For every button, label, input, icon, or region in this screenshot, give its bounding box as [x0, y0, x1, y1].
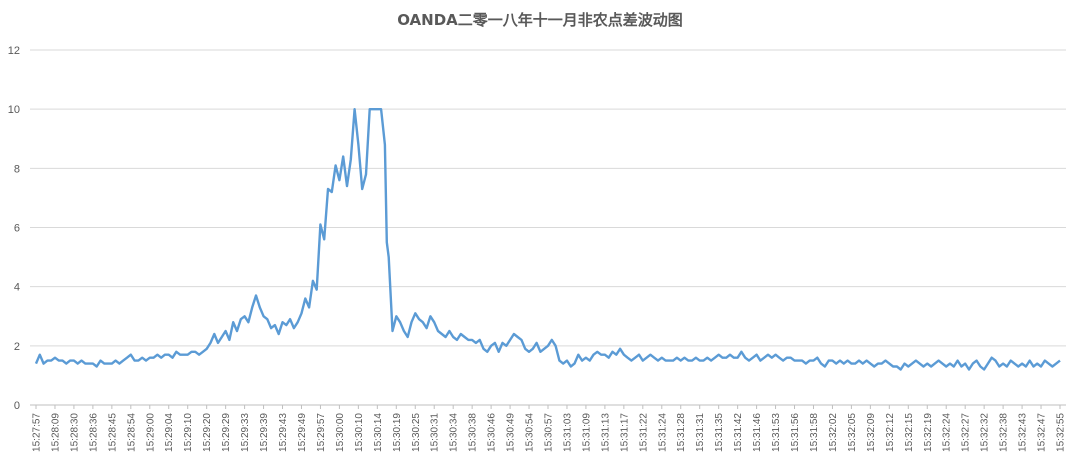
x-tick-label: 15:28:09 — [50, 413, 61, 452]
x-tick-label: 15:28:54 — [126, 413, 137, 452]
y-tick-label: 0 — [14, 400, 20, 412]
x-tick-label: 15:29:39 — [259, 413, 270, 452]
y-tick-label: 2 — [14, 341, 20, 353]
x-tick-label: 15:31:56 — [790, 413, 801, 452]
x-tick-label: 15:28:36 — [88, 413, 99, 452]
y-tick-label: 6 — [14, 223, 20, 235]
x-tick-label: 15:32:38 — [999, 413, 1010, 452]
x-tick-label: 15:29:04 — [164, 413, 175, 452]
y-tick-label: 10 — [8, 104, 20, 116]
x-tick-label: 15:32:43 — [1018, 413, 1029, 452]
x-tick-label: 15:30:57 — [544, 413, 555, 452]
x-tick-label: 15:30:19 — [392, 413, 403, 452]
x-tick-label: 15:29:43 — [278, 413, 289, 452]
x-tick-label: 15:29:57 — [316, 413, 327, 452]
series-line — [34, 108, 1061, 371]
x-tick-label: 15:31:53 — [771, 413, 782, 452]
x-tick-label: 15:31:17 — [619, 413, 630, 452]
x-tick-label: 15:31:28 — [676, 413, 687, 452]
x-tick-label: 15:31:35 — [714, 413, 725, 452]
y-tick-label: 4 — [14, 282, 20, 294]
x-tick-label: 15:31:24 — [657, 413, 668, 452]
x-tick-label: 15:29:33 — [240, 413, 251, 452]
x-tick-label: 15:30:31 — [430, 413, 441, 452]
x-tick-label: 15:32:55 — [1056, 413, 1067, 452]
x-tick-label: 15:30:10 — [354, 413, 365, 452]
y-axis-ticks: 0 2 4 6 8 10 12 — [8, 45, 20, 412]
x-tick-label: 15:29:20 — [202, 413, 213, 452]
x-tick-label: 15:32:15 — [904, 413, 915, 452]
x-tick-label: 15:30:00 — [335, 413, 346, 452]
y-tick-label: 12 — [8, 45, 20, 57]
x-tick-label: 15:32:24 — [942, 413, 953, 452]
x-tick-label: 15:30:54 — [525, 413, 536, 452]
x-tick-label: 15:30:25 — [411, 413, 422, 452]
x-tick-label: 15:30:46 — [487, 413, 498, 452]
x-tick-label: 15:29:00 — [145, 413, 156, 452]
x-tick-label: 15:30:14 — [373, 413, 384, 452]
x-tick-label: 15:28:30 — [69, 413, 80, 452]
x-tick-label: 15:32:27 — [961, 413, 972, 452]
x-tick-label: 15:31:09 — [581, 413, 592, 452]
x-tick-label: 15:31:46 — [752, 413, 763, 452]
x-tick-label: 15:29:29 — [221, 413, 232, 452]
x-tick-label: 15:30:38 — [468, 413, 479, 452]
x-tick-label: 15:32:32 — [980, 413, 991, 452]
x-tick-label: 15:31:13 — [600, 413, 611, 452]
x-tick-label: 15:32:47 — [1037, 413, 1048, 452]
x-tick-label: 15:31:58 — [809, 413, 820, 452]
series-layer — [34, 108, 1061, 371]
x-tick-label: 15:31:42 — [733, 413, 744, 452]
x-tick-label: 15:32:09 — [866, 413, 877, 452]
x-tick-label: 15:32:19 — [923, 413, 934, 452]
gridlines — [30, 49, 1066, 406]
x-tick-label: 15:29:49 — [297, 413, 308, 452]
x-tick-label: 15:31:22 — [638, 413, 649, 452]
x-tick-label: 15:30:34 — [449, 413, 460, 452]
x-tick-label: 15:27:57 — [32, 413, 43, 452]
x-tick-label: 15:31:31 — [695, 413, 706, 452]
x-tick-label: 15:32:05 — [847, 413, 858, 452]
x-axis-ticks: 15:27:57 15:28:09 15:28:30 15:28:36 15:28:45… — [32, 405, 1067, 452]
x-tick-label: 15:31:03 — [562, 413, 573, 452]
x-tick-label: 15:29:10 — [183, 413, 194, 452]
x-tick-label: 15:28:45 — [107, 413, 118, 452]
chart-title: OANDA二零一八年十一月非农点差波动图 — [397, 11, 683, 29]
x-tick-label: 15:32:12 — [885, 413, 896, 452]
x-tick-label: 15:30:49 — [506, 413, 517, 452]
y-tick-label: 8 — [14, 163, 20, 175]
x-tick-label: 15:32:02 — [828, 413, 839, 452]
